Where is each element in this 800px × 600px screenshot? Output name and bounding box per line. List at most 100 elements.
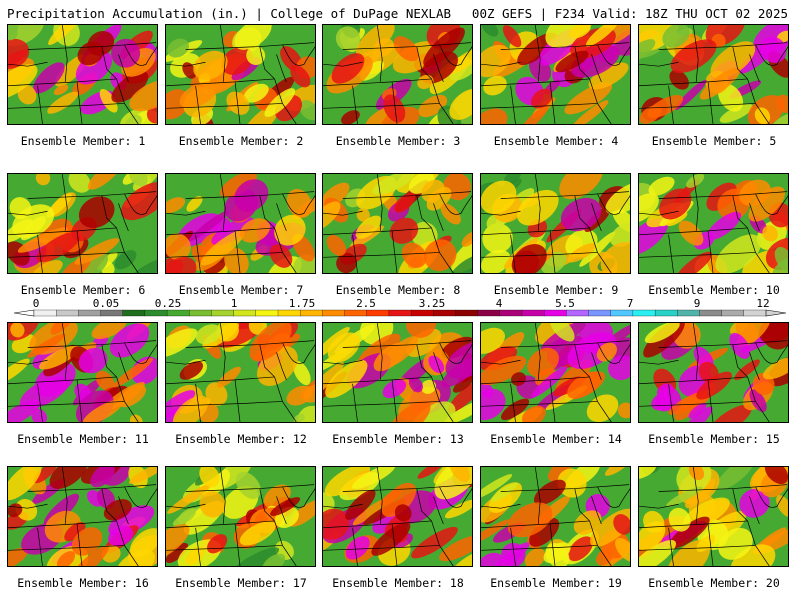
member-label-12: Ensemble Member: 12	[175, 432, 307, 446]
precip-field	[323, 25, 472, 124]
precip-field	[481, 467, 630, 566]
member-map-18	[322, 466, 473, 567]
member-map-3	[322, 24, 473, 125]
colorbar-swatch	[344, 309, 368, 317]
precip-field	[8, 467, 157, 566]
precip-field	[8, 174, 157, 273]
member-label-11: Ensemble Member: 11	[17, 432, 149, 446]
colorbar-swatch	[588, 309, 612, 317]
colorbar-swatch	[455, 309, 479, 317]
member-label-1: Ensemble Member: 1	[20, 134, 146, 148]
precip-field	[8, 323, 157, 422]
colorbar-swatch	[566, 309, 589, 317]
member-label-14: Ensemble Member: 14	[490, 432, 622, 446]
member-label-18: Ensemble Member: 18	[332, 576, 464, 590]
colorbar-swatch	[277, 309, 301, 317]
member-map-19	[480, 466, 631, 567]
colorbar-swatch	[33, 309, 57, 317]
colorbar-swatch	[388, 309, 412, 317]
member-map-12	[165, 322, 316, 423]
colorbar-tick-label: 7	[626, 297, 634, 310]
colorbar-swatch	[544, 309, 567, 317]
precip-field	[323, 174, 472, 273]
precip-field	[323, 467, 472, 566]
member-label-20: Ensemble Member: 20	[648, 576, 780, 590]
member-map-1	[7, 24, 158, 125]
colorbar-swatch	[610, 309, 634, 317]
precip-field	[639, 467, 788, 566]
colorbar-swatch	[322, 309, 345, 317]
colorbar-tick-label: 3.25	[418, 297, 446, 310]
colorbar-min-arrow	[13, 309, 35, 317]
colorbar-swatch	[56, 309, 79, 317]
colorbar-swatch	[211, 309, 235, 317]
member-map-16	[7, 466, 158, 567]
precip-field	[639, 323, 788, 422]
colorbar-swatch	[721, 309, 745, 317]
colorbar-swatch	[366, 309, 390, 317]
colorbar-swatch	[433, 309, 456, 317]
member-label-17: Ensemble Member: 17	[175, 576, 307, 590]
colorbar-swatch	[300, 309, 323, 317]
precip-colorbar	[13, 309, 787, 317]
colorbar-swatch	[78, 309, 101, 317]
colorbar-swatch	[477, 309, 501, 317]
colorbar-swatch	[654, 309, 678, 317]
precip-field	[166, 323, 315, 422]
colorbar-swatch	[521, 309, 545, 317]
precip-field	[481, 25, 630, 124]
colorbar-swatch	[499, 309, 523, 317]
colorbar-tick-label: 5.5	[555, 297, 575, 310]
colorbar-tick-label: 9	[693, 297, 701, 310]
colorbar-tick-label: 4	[495, 297, 503, 310]
colorbar-swatch	[233, 309, 257, 317]
precip-field	[166, 174, 315, 273]
member-label-6: Ensemble Member: 6	[20, 283, 146, 297]
precip-field	[639, 25, 788, 124]
colorbar-tick-label: 0.25	[154, 297, 182, 310]
member-map-11	[7, 322, 158, 423]
member-map-9	[480, 173, 631, 274]
colorbar-swatch	[743, 309, 767, 317]
map-title: Precipitation Accumulation (in.) | Colle…	[7, 6, 452, 21]
run-info: 00Z GEFS | F234 Valid: 18Z THU OCT 02 20…	[471, 6, 788, 21]
precip-field	[8, 25, 157, 124]
member-label-15: Ensemble Member: 15	[648, 432, 780, 446]
colorbar-swatch	[189, 309, 212, 317]
member-map-20	[638, 466, 789, 567]
colorbar-swatch	[410, 309, 434, 317]
precip-field	[481, 323, 630, 422]
member-map-15	[638, 322, 789, 423]
member-label-19: Ensemble Member: 19	[490, 576, 622, 590]
member-map-5	[638, 24, 789, 125]
colorbar-max-arrow	[765, 309, 787, 317]
member-label-2: Ensemble Member: 2	[178, 134, 304, 148]
member-map-10	[638, 173, 789, 274]
member-label-4: Ensemble Member: 4	[493, 134, 619, 148]
member-map-6	[7, 173, 158, 274]
member-map-2	[165, 24, 316, 125]
member-label-9: Ensemble Member: 9	[493, 283, 619, 297]
colorbar-swatch	[699, 309, 723, 317]
member-map-17	[165, 466, 316, 567]
precip-field	[166, 25, 315, 124]
colorbar-tick-label: 2.5	[356, 297, 376, 310]
colorbar-swatch	[100, 309, 124, 317]
colorbar-tick-label: 0	[32, 297, 40, 310]
precip-field	[166, 467, 315, 566]
member-map-13	[322, 322, 473, 423]
colorbar-swatch	[166, 309, 190, 317]
colorbar-swatch	[677, 309, 700, 317]
member-map-7	[165, 173, 316, 274]
precip-field	[323, 323, 472, 422]
member-label-16: Ensemble Member: 16	[17, 576, 149, 590]
colorbar-swatch	[632, 309, 656, 317]
member-label-7: Ensemble Member: 7	[178, 283, 304, 297]
member-label-13: Ensemble Member: 13	[332, 432, 464, 446]
colorbar-tick-label: 1.75	[288, 297, 316, 310]
colorbar-swatch	[144, 309, 168, 317]
colorbar-tick-label: 12	[756, 297, 770, 310]
colorbar-swatch	[122, 309, 146, 317]
member-map-4	[480, 24, 631, 125]
colorbar-tick-label: 0.05	[92, 297, 120, 310]
